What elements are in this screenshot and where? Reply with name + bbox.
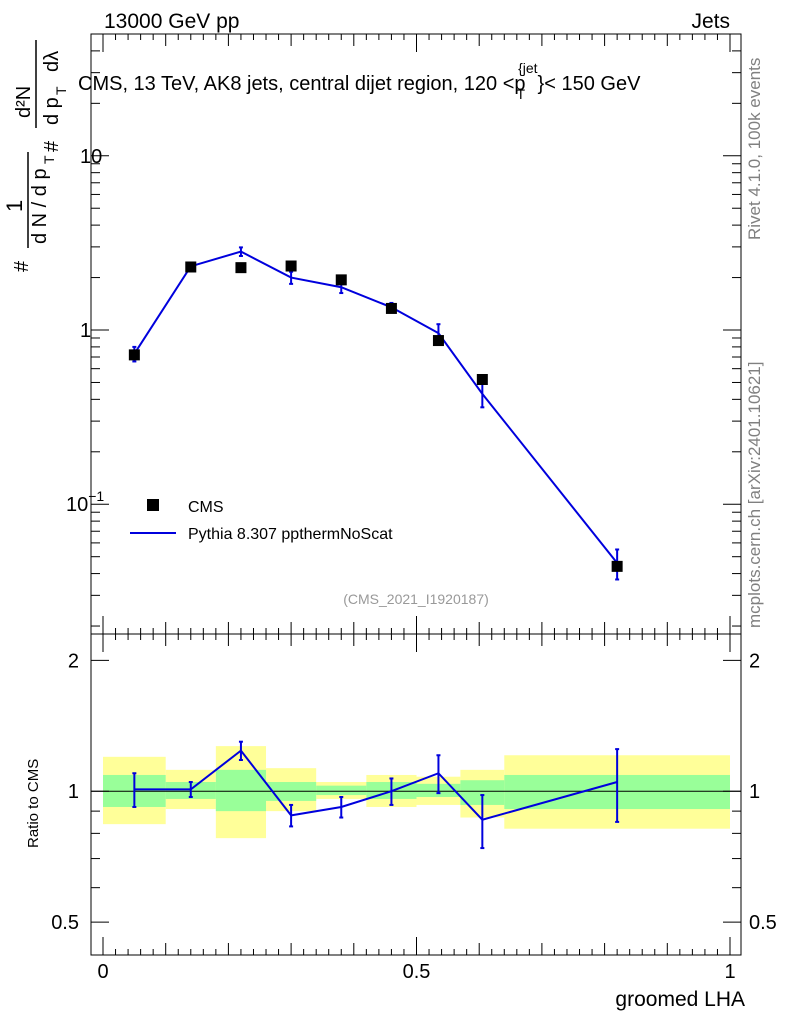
ratio-ytick-label-left: 1 (68, 781, 79, 803)
ylabel-T-sub-1: T (41, 155, 57, 164)
title-sup: {jet (518, 60, 538, 76)
ylabel-one: 1 (2, 200, 27, 212)
cms-data-point (335, 274, 347, 286)
rivet-version-label: Rivet 4.1.0, 100k events (745, 58, 764, 240)
legend-label-cms: CMS (188, 499, 224, 516)
ratio-band-inner (215, 769, 267, 812)
title-sub: T (517, 86, 526, 102)
ratio-ytick-label-left: 0.5 (51, 912, 79, 934)
ratio-xtick-label: 0 (97, 961, 108, 983)
cms-data-point (285, 260, 297, 272)
title-p: p (514, 73, 525, 95)
ratio-ytick-label-right: 1 (749, 781, 760, 803)
ratio-xtick-label: 1 (724, 961, 735, 983)
ylabel-hash-2: # (41, 140, 63, 152)
pythia-line (133, 250, 618, 564)
cms-data-point (128, 349, 140, 361)
ratio-ytick-label-right: 0.5 (749, 912, 777, 934)
title-prefix: CMS, 13 TeV, AK8 jets, central dijet reg… (78, 73, 514, 95)
main-frame (90, 33, 742, 635)
category-label: Jets (691, 10, 730, 33)
cms-data-point (611, 560, 623, 572)
analysis-id-annotation: (CMS_2021_I1920187) (343, 591, 489, 607)
ratio-ylabel: Ratio to CMS (25, 759, 42, 848)
ylabel-d2n: d²N (13, 86, 35, 118)
ratio-xtick-label: 0.5 (403, 961, 431, 983)
cms-data-point (385, 302, 397, 314)
x-axis-label: groomed LHA (615, 988, 745, 1011)
ylabel-dpt: d p (41, 97, 63, 125)
cms-data-point (476, 373, 488, 385)
mcplots-reference-label: mcplots.cern.ch [arXiv:2401.10621] (745, 362, 764, 628)
legend-marker-cms (147, 499, 159, 511)
main-panel: 10−1 1 10 CMS, 13 TeV, AK8 jets, central d… (2, 33, 742, 635)
ratio-band-inner (316, 785, 367, 796)
ylabel-dn-dpt: d N / d p (29, 168, 51, 244)
chart-title: CMS, 13 TeV, AK8 jets, central dijet reg… (78, 60, 641, 102)
cms-data-point (185, 261, 197, 273)
ylabel-hash-1: # (11, 260, 33, 272)
cms-data-point (432, 335, 444, 347)
title-suffix: }< 150 GeV (538, 73, 642, 95)
ylabel-dlambda: dλ (41, 51, 63, 72)
legend: CMS Pythia 8.307 ppthermNoScat (130, 499, 393, 543)
cms-data-point (235, 262, 247, 274)
ylabel-T-sub-2: T (53, 86, 69, 95)
main-ytick-label: 10 (80, 146, 102, 168)
main-ytick-label: 10−1 (66, 488, 104, 516)
energy-label: 13000 GeV pp (104, 10, 239, 33)
ratio-ytick-label-right: 2 (749, 650, 760, 672)
main-ytick-label: 1 (80, 320, 91, 342)
legend-label-pythia: Pythia 8.307 ppthermNoScat (188, 526, 393, 543)
ratio-panel: 0.5 0.5 1 1 2 2 0 0.5 1 Ratio to CMS groomed LHA (25, 633, 777, 1011)
ratio-ytick-label-left: 2 (68, 650, 79, 672)
main-ylabel: # 1 d N / d p T # d²N d p T dλ (2, 40, 69, 272)
